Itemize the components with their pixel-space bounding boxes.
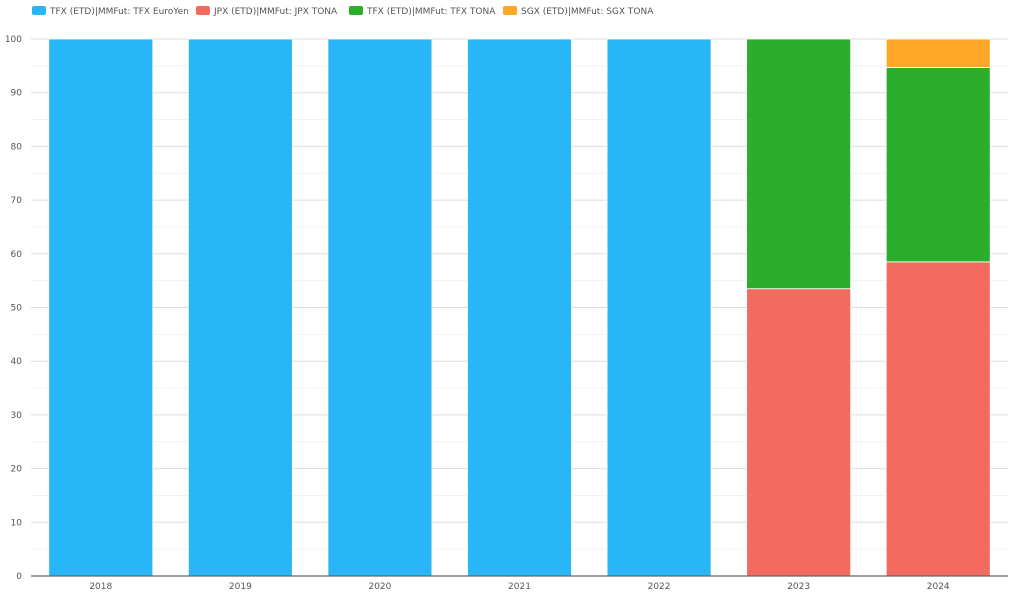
y-tick-label: 30 bbox=[11, 411, 23, 421]
y-tick-label: 90 bbox=[11, 89, 23, 99]
bar-segment[interactable] bbox=[606, 38, 712, 577]
legend-swatch bbox=[32, 6, 46, 15]
x-axis: 2018 2019 2020 2021 2022 2023 2024 bbox=[31, 575, 1008, 592]
bar-segment[interactable] bbox=[885, 67, 991, 263]
y-tick-label: 20 bbox=[11, 465, 23, 475]
y-tick-label: 10 bbox=[11, 518, 23, 528]
bar-segment[interactable] bbox=[187, 38, 293, 577]
x-tick-label: 2023 bbox=[787, 582, 810, 592]
x-tick-label: 2021 bbox=[508, 582, 531, 592]
bar-segment[interactable] bbox=[746, 38, 852, 290]
x-tick-label: 2022 bbox=[648, 582, 671, 592]
legend-label: TFX (ETD)|MMFut: TFX EuroYen bbox=[49, 7, 189, 17]
legend-swatch bbox=[196, 6, 210, 15]
y-axis: 0 10 20 30 40 50 60 70 80 90 100 bbox=[5, 35, 22, 582]
bar-segment[interactable] bbox=[467, 38, 572, 577]
y-tick-label: 70 bbox=[11, 196, 23, 206]
bar-segment[interactable] bbox=[746, 288, 852, 577]
y-tick-label: 60 bbox=[11, 250, 23, 260]
bar-segment[interactable] bbox=[327, 38, 433, 577]
bars bbox=[48, 38, 991, 577]
y-tick-label: 40 bbox=[11, 357, 23, 367]
x-tick-label: 2024 bbox=[927, 582, 950, 592]
bar-segment[interactable] bbox=[885, 261, 991, 577]
bar-segment[interactable] bbox=[885, 38, 991, 68]
x-tick-label: 2019 bbox=[229, 582, 252, 592]
legend: TFX (ETD)|MMFut: TFX EuroYen JPX (ETD)|MM… bbox=[32, 6, 654, 17]
legend-label: TFX (ETD)|MMFut: TFX TONA bbox=[366, 7, 496, 17]
legend-swatch bbox=[349, 6, 363, 15]
x-tick-label: 2020 bbox=[368, 582, 391, 592]
x-tick-label: 2018 bbox=[89, 582, 112, 592]
y-tick-label: 80 bbox=[11, 142, 23, 152]
y-tick-label: 100 bbox=[5, 35, 22, 45]
y-tick-label: 0 bbox=[16, 572, 22, 582]
y-tick-label: 50 bbox=[11, 304, 23, 314]
legend-label: SGX (ETD)|MMFut: SGX TONA bbox=[521, 7, 654, 17]
legend-swatch bbox=[503, 6, 517, 15]
legend-label: JPX (ETD)|MMFut: JPX TONA bbox=[213, 7, 338, 17]
bar-segment[interactable] bbox=[48, 38, 154, 577]
